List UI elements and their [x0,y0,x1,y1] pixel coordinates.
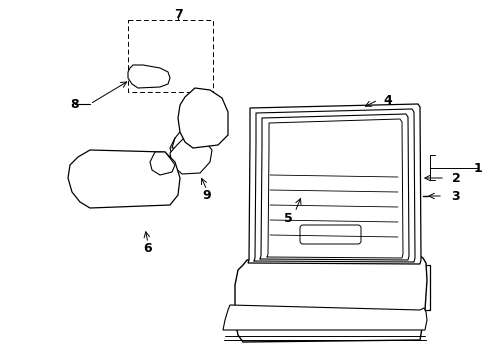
Polygon shape [170,137,212,174]
Text: 3: 3 [452,189,460,202]
Text: 1: 1 [474,162,482,175]
Text: 6: 6 [144,242,152,255]
Polygon shape [178,88,228,148]
Polygon shape [223,305,427,330]
Polygon shape [235,256,427,342]
Text: 2: 2 [452,171,461,185]
Polygon shape [150,152,175,175]
Polygon shape [68,150,180,208]
Text: 4: 4 [384,94,392,107]
Text: 9: 9 [203,189,211,202]
Text: 8: 8 [71,98,79,111]
Text: 5: 5 [284,212,293,225]
Text: 7: 7 [173,8,182,21]
Polygon shape [248,104,421,264]
Polygon shape [128,65,170,88]
